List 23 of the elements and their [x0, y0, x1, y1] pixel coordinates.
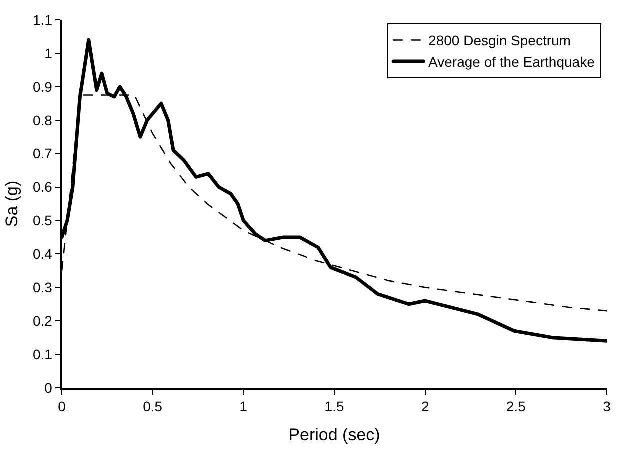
y-tick-label: 0.9: [32, 78, 53, 95]
x-tick-label: 1: [240, 398, 248, 415]
legend-label: 2800 Desgin Spectrum: [428, 32, 571, 49]
y-tick-label: 0.8: [32, 112, 53, 128]
x-axis-title: Period (sec): [288, 425, 380, 444]
y-axis-title: Sa (g): [2, 180, 22, 228]
y-tick-label: 0.5: [32, 212, 53, 229]
legend-label: Average of the Earthquake: [428, 54, 596, 70]
y-tick-label: 0.2: [32, 312, 53, 329]
y-tick-label: 1.1: [32, 12, 53, 28]
y-tick-label: 0: [44, 380, 53, 396]
y-tick-label: 1: [44, 45, 53, 62]
y-tick-label: 0.6: [32, 179, 53, 196]
x-tick-label: 2: [421, 398, 430, 415]
y-tick-label: 0.4: [32, 246, 53, 262]
y-tick-label: 0.3: [32, 280, 53, 296]
y-tick-label: 0.1: [32, 346, 53, 362]
x-tick-label: 3: [603, 398, 612, 415]
x-tick-label: 1.5: [324, 398, 344, 415]
y-tick-label: 0.7: [32, 146, 53, 162]
x-tick-label: 0.5: [143, 398, 163, 415]
x-tick-label: 0: [58, 398, 66, 415]
x-tick-label: 2.5: [506, 398, 526, 415]
